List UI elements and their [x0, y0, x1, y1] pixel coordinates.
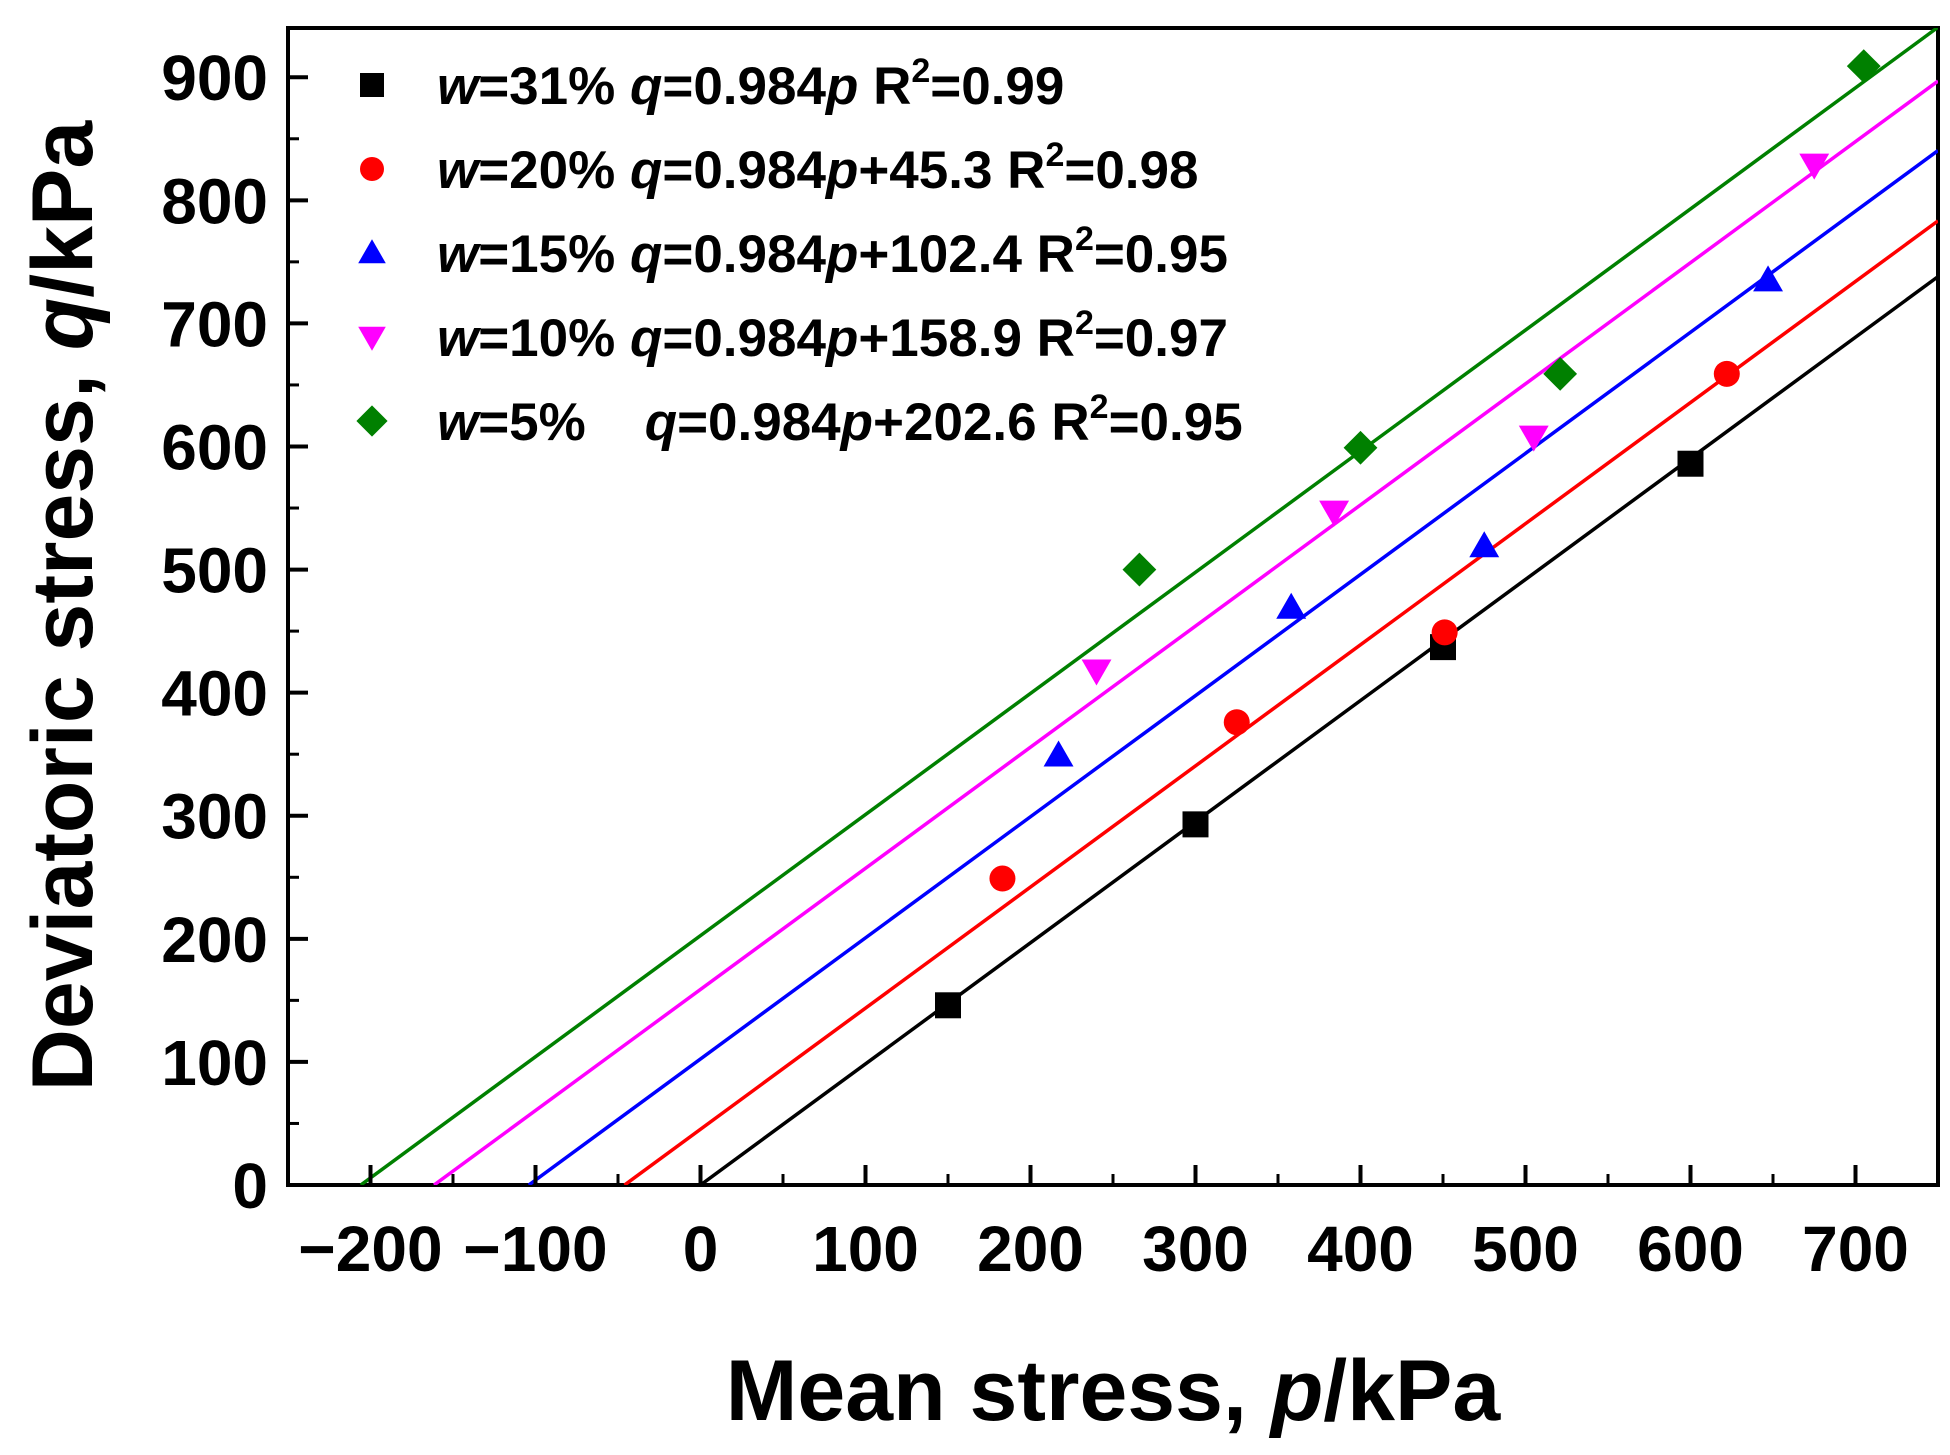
data-point [1431, 619, 1458, 646]
x-tick-label: 700 [1802, 1213, 1909, 1285]
fit-line [699, 275, 1938, 1185]
data-point [1753, 265, 1783, 292]
x-tick-label: −100 [463, 1213, 607, 1285]
data-point [1276, 592, 1307, 619]
x-tick-label: 400 [1307, 1213, 1414, 1285]
data-point [989, 865, 1016, 892]
x-tick-label: 300 [1142, 1213, 1249, 1285]
legend-label: w=20% q=0.984p+45.3 R2=0.98 [437, 136, 1198, 200]
data-point [1799, 153, 1830, 180]
legend-marker [356, 405, 388, 437]
y-tick-label: 900 [161, 42, 268, 114]
x-tick-label: 600 [1637, 1213, 1744, 1285]
y-tick-label: 300 [161, 781, 268, 853]
legend-marker [360, 157, 384, 181]
x-tick-label: 100 [812, 1213, 919, 1285]
legend-label: w=15% q=0.984p+102.4 R2=0.95 [437, 220, 1228, 284]
data-point [1122, 552, 1157, 587]
legend-marker [360, 73, 384, 97]
data-point [1543, 356, 1578, 391]
x-tick-label: 0 [683, 1213, 719, 1285]
y-tick-label: 700 [161, 288, 268, 360]
y-tick-label: 0 [232, 1150, 268, 1222]
legend-marker [358, 326, 386, 351]
x-tick-label: −200 [298, 1213, 442, 1285]
data-point [1043, 740, 1074, 767]
x-axis: −200 −100 0 100 200 300 400 500 600 700 [298, 1165, 1909, 1285]
data-point [1713, 360, 1740, 387]
y-tick-label: 600 [161, 411, 268, 483]
fit-line [433, 79, 1938, 1185]
data-point [1319, 500, 1350, 527]
x-tick-label: 200 [977, 1213, 1084, 1285]
y-axis: 0 100 200 300 400 500 600 700 800 900 [161, 42, 308, 1222]
fit-line [527, 149, 1938, 1185]
x-tick-label: 500 [1472, 1213, 1579, 1285]
data-point [1223, 709, 1250, 736]
legend: w=31% q=0.984p R2=0.99 w=20% q=0.984p+45.… [356, 52, 1243, 452]
legend-label: w=31% q=0.984p R2=0.99 [437, 52, 1064, 116]
y-tick-label: 200 [161, 904, 268, 976]
data-markers [935, 49, 1881, 1019]
data-point [1518, 425, 1549, 452]
data-point [1677, 450, 1704, 477]
plot-area-frame [286, 26, 1940, 1187]
data-point [1343, 430, 1378, 465]
data-point [935, 992, 961, 1019]
y-tick-label: 800 [161, 165, 268, 237]
y-tick-label: 400 [161, 658, 268, 730]
data-point [1469, 531, 1500, 558]
legend-label: w=5% q=0.984p+202.6 R2=0.95 [437, 388, 1243, 452]
data-point [1846, 49, 1881, 84]
x-axis-title: Mean stress, p/kPa [726, 1343, 1502, 1439]
legend-label: w=10% q=0.984p+158.9 R2=0.97 [437, 304, 1228, 368]
y-axis-title: Deviatoric stress, q/kPa [15, 120, 111, 1092]
fit-lines [359, 28, 1938, 1185]
y-tick-label: 500 [161, 535, 268, 607]
legend-marker [358, 239, 386, 264]
data-point [1182, 811, 1209, 838]
fit-line [359, 28, 1938, 1185]
y-tick-label: 100 [161, 1027, 268, 1099]
data-point [1081, 659, 1112, 686]
